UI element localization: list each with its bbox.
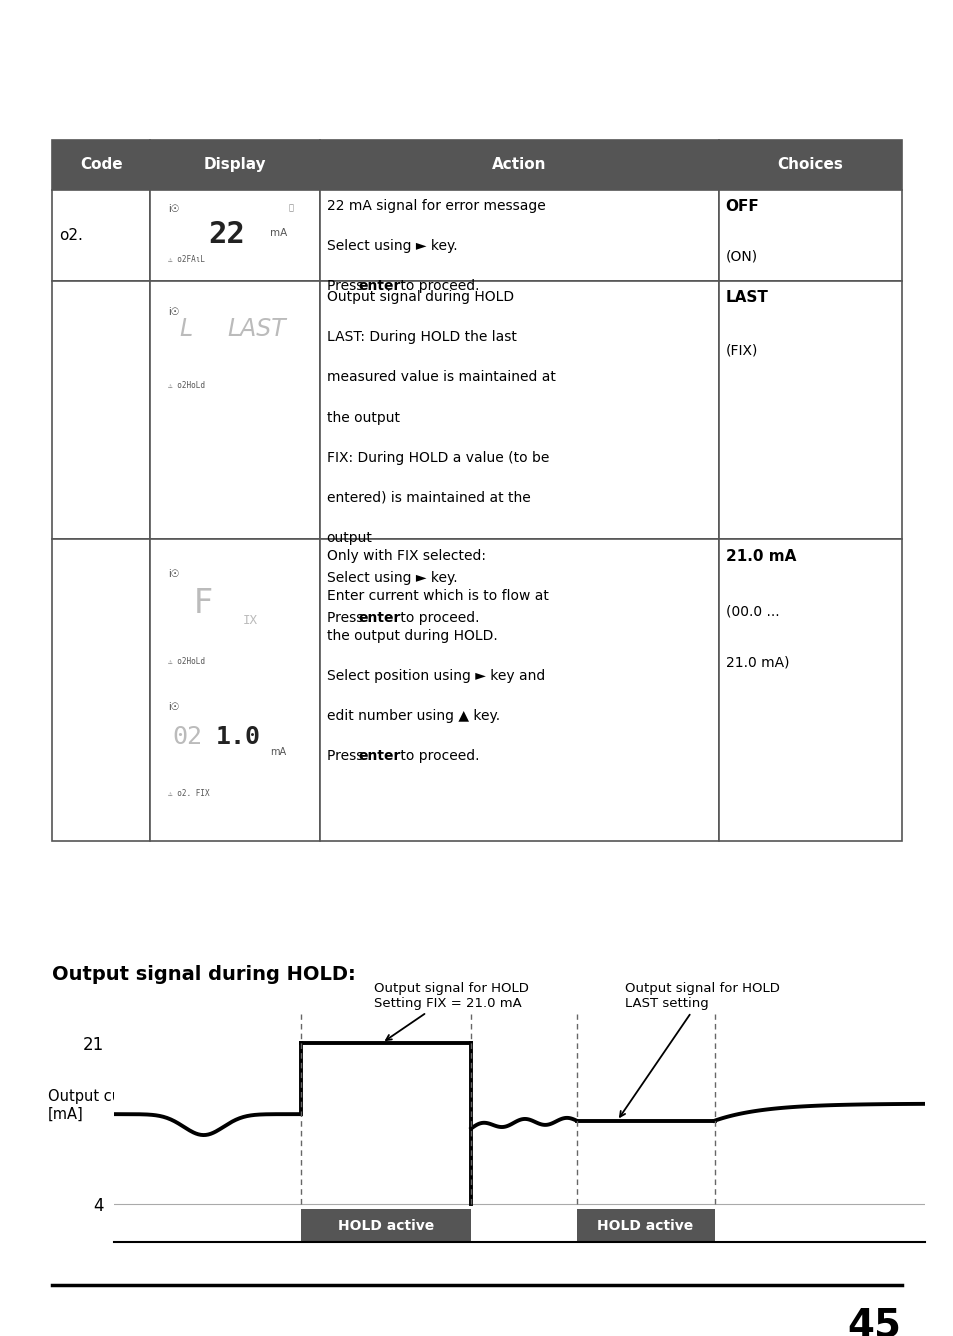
Text: 21.0 mA: 21.0 mA xyxy=(725,549,795,564)
Text: to proceed.: to proceed. xyxy=(395,749,479,763)
Text: ⚠ o2. FIX: ⚠ o2. FIX xyxy=(168,790,209,799)
Text: Press: Press xyxy=(326,749,367,763)
Text: (ON): (ON) xyxy=(725,250,757,263)
Bar xyxy=(150,140,319,190)
Bar xyxy=(319,140,719,190)
Text: L: L xyxy=(179,317,192,341)
Text: HOLD active: HOLD active xyxy=(597,1218,693,1233)
Text: 22 mA signal for error message: 22 mA signal for error message xyxy=(326,199,545,212)
Text: IX: IX xyxy=(243,615,257,628)
Text: ⚠ o2HoLd: ⚠ o2HoLd xyxy=(168,656,205,665)
Text: F: F xyxy=(193,587,213,620)
Bar xyxy=(319,540,719,842)
Text: 02: 02 xyxy=(172,724,202,748)
Text: mA: mA xyxy=(270,747,286,756)
Text: mA: mA xyxy=(270,227,287,238)
Bar xyxy=(719,281,901,540)
Text: entered) is maintained at the: entered) is maintained at the xyxy=(326,490,530,505)
Text: Only with FIX selected:: Only with FIX selected: xyxy=(326,549,485,562)
Text: (00.0 ...: (00.0 ... xyxy=(725,605,779,619)
Text: LAST: LAST xyxy=(725,290,768,306)
Bar xyxy=(150,281,319,540)
Text: Select position using ► key and: Select position using ► key and xyxy=(326,669,544,683)
Text: to proceed.: to proceed. xyxy=(395,279,479,293)
Text: i☉: i☉ xyxy=(168,703,179,712)
Text: Choices: Choices xyxy=(777,158,842,172)
Bar xyxy=(52,140,150,190)
Text: enter: enter xyxy=(357,611,400,625)
Text: HOLD active: HOLD active xyxy=(337,1218,434,1233)
Text: Output signal for HOLD
Setting FIX = 21.0 mA: Output signal for HOLD Setting FIX = 21.… xyxy=(374,982,528,1041)
Bar xyxy=(150,540,319,842)
Text: OFF: OFF xyxy=(725,199,759,214)
Bar xyxy=(719,190,901,281)
Text: Press: Press xyxy=(326,611,367,625)
Text: enter: enter xyxy=(357,749,400,763)
Bar xyxy=(576,1209,714,1242)
Text: i☉: i☉ xyxy=(168,569,179,580)
Bar xyxy=(52,190,150,281)
Text: Code: Code xyxy=(80,158,123,172)
Text: the output during HOLD.: the output during HOLD. xyxy=(326,629,497,643)
Text: edit number using ▲ key.: edit number using ▲ key. xyxy=(326,709,499,723)
Bar xyxy=(319,281,719,540)
Text: 45: 45 xyxy=(846,1307,901,1336)
Text: ⚠ o2FAιL: ⚠ o2FAιL xyxy=(168,255,205,263)
Text: to proceed.: to proceed. xyxy=(395,611,479,625)
Text: Display: Display xyxy=(204,158,266,172)
Text: 22: 22 xyxy=(209,220,245,250)
Text: Enter current which is to flow at: Enter current which is to flow at xyxy=(326,589,548,603)
Text: measured value is maintained at: measured value is maintained at xyxy=(326,370,555,385)
Bar xyxy=(52,281,150,540)
Text: Output signal during HOLD:: Output signal during HOLD: xyxy=(52,965,355,983)
Text: enter: enter xyxy=(357,279,400,293)
Text: the output: the output xyxy=(326,410,399,425)
Text: output: output xyxy=(326,530,372,545)
Bar xyxy=(150,190,319,281)
Text: i☉: i☉ xyxy=(168,204,179,214)
Text: i☉: i☉ xyxy=(168,306,179,317)
Bar xyxy=(719,540,901,842)
Text: ⚠ o2HoLd: ⚠ o2HoLd xyxy=(168,381,205,390)
Text: Press: Press xyxy=(326,279,367,293)
Text: o2.: o2. xyxy=(59,227,83,243)
Text: Action: Action xyxy=(492,158,546,172)
Text: LAST: During HOLD the last: LAST: During HOLD the last xyxy=(326,330,516,345)
Text: FIX: During HOLD a value (to be: FIX: During HOLD a value (to be xyxy=(326,450,548,465)
Text: Select using ► key.: Select using ► key. xyxy=(326,239,456,253)
Bar xyxy=(300,1209,471,1242)
Text: Output signal during HOLD: Output signal during HOLD xyxy=(326,290,513,305)
Text: Select using ► key.: Select using ► key. xyxy=(326,570,456,585)
Text: 1.0: 1.0 xyxy=(215,724,260,748)
Text: LAST: LAST xyxy=(228,317,286,341)
Text: Output current
[mA]: Output current [mA] xyxy=(48,1089,156,1122)
Bar xyxy=(719,140,901,190)
Text: ⎕: ⎕ xyxy=(289,204,294,212)
Bar xyxy=(319,190,719,281)
Text: (FIX): (FIX) xyxy=(725,343,758,358)
Bar xyxy=(52,540,150,842)
Text: 21.0 mA): 21.0 mA) xyxy=(725,656,788,669)
Text: Output signal for HOLD
LAST setting: Output signal for HOLD LAST setting xyxy=(619,982,780,1117)
